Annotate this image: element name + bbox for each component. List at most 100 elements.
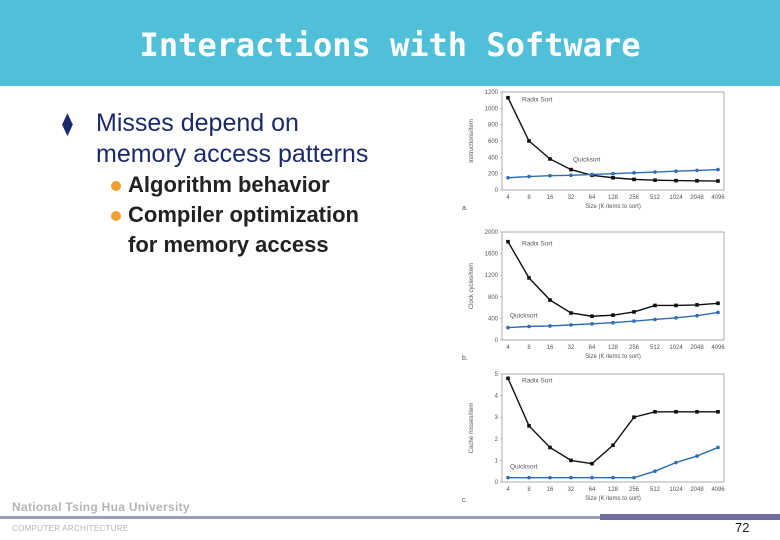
y-tick-label: 1600: [485, 252, 499, 258]
y-tick-label: 4: [495, 394, 499, 400]
y-tick-label: 3: [495, 415, 499, 421]
data-point-quicksort: [548, 324, 552, 328]
series-line-radix-sort: [507, 241, 719, 317]
data-point-radix-sort: [674, 178, 678, 183]
x-tick-label: 512: [650, 487, 661, 493]
data-point-radix-sort: [548, 445, 552, 450]
x-axis-label: Size (K items to sort): [585, 354, 641, 360]
data-point-quicksort: [716, 445, 720, 450]
series-label: Radix Sort: [522, 241, 553, 248]
data-point-radix-sort: [653, 303, 657, 308]
data-point-quicksort: [716, 310, 720, 315]
data-point-quicksort: [569, 173, 573, 178]
data-point-radix-sort: [695, 303, 699, 307]
data-point-radix-sort: [716, 179, 720, 183]
bullet-marker-icon: ⧫: [62, 111, 73, 136]
x-tick-label: 2048: [690, 195, 704, 201]
data-point-radix-sort: [527, 276, 531, 280]
series-line-radix-sort: [507, 378, 718, 465]
data-point-quicksort: [527, 475, 531, 480]
bullet-main: ⧫ Misses depend on memory access pattern…: [60, 108, 460, 170]
x-tick-label: 256: [629, 195, 640, 201]
data-point-radix-sort: [716, 410, 720, 414]
data-point-radix-sort: [653, 178, 657, 182]
data-point-quicksort: [527, 174, 531, 179]
x-axis-label: Size (K items to sort): [585, 204, 641, 210]
x-tick-label: 16: [547, 487, 554, 493]
footer-divider: [0, 516, 780, 519]
data-point-quicksort: [506, 175, 510, 180]
panel-label: b.: [462, 355, 468, 362]
x-tick-label: 64: [589, 195, 596, 201]
data-point-radix-sort: [590, 314, 594, 319]
x-tick-label: 4: [506, 195, 510, 201]
x-tick-label: 4096: [711, 487, 725, 493]
data-point-radix-sort: [632, 415, 636, 419]
y-tick-label: 1: [495, 458, 499, 464]
x-tick-label: 1024: [669, 195, 683, 201]
orange-dot-icon: [111, 181, 121, 191]
data-point-quicksort: [674, 460, 678, 465]
x-tick-label: 64: [589, 345, 596, 351]
x-tick-label: 4096: [711, 195, 725, 201]
series-line-radix-sort: [507, 97, 719, 182]
data-point-quicksort: [548, 173, 552, 178]
data-point-radix-sort: [695, 179, 699, 183]
data-point-quicksort: [716, 167, 720, 172]
y-tick-label: 5: [495, 372, 499, 378]
data-point-radix-sort: [632, 310, 636, 314]
data-point-quicksort: [695, 454, 699, 458]
data-point-quicksort: [590, 322, 594, 326]
data-point-quicksort: [632, 319, 636, 323]
y-axis-label: Clock cycles/item: [469, 263, 475, 309]
y-tick-label: 2: [495, 437, 499, 443]
data-point-quicksort: [590, 475, 594, 480]
x-tick-label: 4: [506, 487, 510, 493]
page-number: 72: [735, 520, 750, 535]
department-label: COMPUTER ARCHITECTURE: [12, 524, 129, 533]
y-axis-label: Cache misses/item: [469, 403, 475, 454]
panel-label: c.: [462, 497, 468, 504]
x-tick-label: 64: [589, 487, 596, 493]
data-point-quicksort: [569, 323, 573, 327]
y-tick-label: 2000: [485, 230, 499, 236]
data-point-radix-sort: [590, 461, 594, 466]
data-point-quicksort: [569, 475, 573, 480]
y-tick-label: 0: [495, 480, 499, 486]
x-tick-label: 128: [608, 487, 619, 493]
data-point-quicksort: [695, 313, 699, 318]
data-point-radix-sort: [527, 424, 531, 428]
x-tick-label: 4: [506, 345, 510, 351]
subbullet-line: for memory access: [128, 232, 329, 257]
data-point-quicksort: [590, 172, 594, 177]
title-bar: [0, 0, 780, 86]
x-tick-label: 32: [568, 345, 575, 351]
data-point-radix-sort: [548, 298, 552, 302]
data-point-radix-sort: [506, 376, 510, 381]
data-point-radix-sort: [527, 139, 531, 143]
x-tick-label: 128: [608, 195, 619, 201]
x-tick-label: 4096: [711, 345, 725, 351]
x-tick-label: 32: [568, 487, 575, 493]
data-point-quicksort: [548, 475, 552, 480]
data-point-quicksort: [506, 325, 510, 330]
y-tick-label: 800: [488, 123, 499, 129]
data-point-radix-sort: [506, 95, 510, 100]
data-point-quicksort: [611, 320, 615, 325]
subbullet-line: Algorithm behavior: [128, 172, 330, 197]
x-tick-label: 512: [650, 195, 661, 201]
data-point-radix-sort: [611, 175, 615, 180]
x-tick-label: 1024: [669, 345, 683, 351]
x-tick-label: 8: [527, 195, 531, 201]
x-tick-label: 256: [629, 487, 640, 493]
data-point-quicksort: [611, 475, 615, 480]
series-label: Radix Sort: [522, 377, 553, 384]
series-line-quicksort: [508, 446, 719, 479]
x-axis-label: Size (K items to sort): [585, 496, 641, 502]
x-tick-label: 1024: [669, 487, 683, 493]
y-tick-label: 400: [488, 316, 499, 322]
slide-title: Interactions with Software: [139, 26, 641, 64]
y-tick-label: 600: [488, 139, 499, 145]
plot-frame: [501, 373, 725, 483]
x-tick-label: 8: [527, 487, 531, 493]
